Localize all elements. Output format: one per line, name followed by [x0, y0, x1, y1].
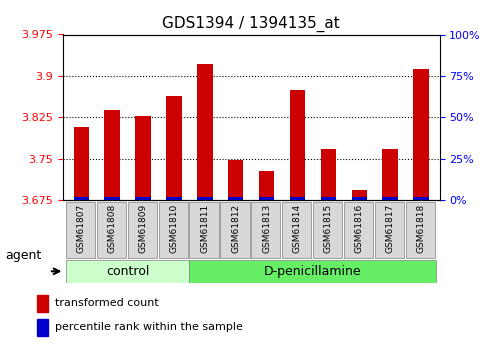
Text: percentile rank within the sample: percentile rank within the sample [55, 323, 243, 333]
FancyBboxPatch shape [66, 202, 95, 258]
Text: GSM61808: GSM61808 [108, 204, 117, 254]
Text: GSM61810: GSM61810 [170, 204, 178, 254]
Text: GSM61818: GSM61818 [416, 204, 426, 254]
Bar [383, 197, 398, 200]
Bar [413, 69, 429, 200]
Text: D-penicillamine: D-penicillamine [264, 265, 362, 278]
Text: GSM61814: GSM61814 [293, 204, 302, 253]
Bar [37, 295, 48, 312]
Bar [166, 96, 182, 200]
Bar [197, 197, 213, 200]
FancyBboxPatch shape [97, 202, 126, 258]
Text: GSM61811: GSM61811 [200, 204, 209, 254]
Bar [352, 190, 367, 200]
Bar [259, 171, 274, 200]
FancyBboxPatch shape [158, 202, 188, 258]
Text: GSM61809: GSM61809 [139, 204, 148, 254]
Bar [197, 64, 213, 200]
Bar [135, 116, 151, 200]
FancyBboxPatch shape [128, 202, 157, 258]
Bar [135, 197, 151, 200]
FancyBboxPatch shape [251, 202, 281, 258]
Bar [413, 197, 429, 200]
Bar [352, 197, 367, 200]
FancyBboxPatch shape [406, 202, 435, 258]
Text: agent: agent [5, 249, 41, 262]
FancyBboxPatch shape [375, 202, 404, 258]
FancyBboxPatch shape [344, 202, 373, 258]
Bar [104, 110, 120, 200]
Bar [321, 197, 336, 200]
Bar [73, 197, 89, 200]
Bar [228, 197, 243, 200]
Text: GSM61807: GSM61807 [77, 204, 86, 254]
FancyBboxPatch shape [66, 260, 189, 283]
Bar [73, 127, 89, 200]
Text: GSM61813: GSM61813 [262, 204, 271, 254]
Bar [259, 197, 274, 200]
Text: GSM61812: GSM61812 [231, 204, 240, 253]
Bar [166, 197, 182, 200]
Bar [104, 197, 120, 200]
FancyBboxPatch shape [282, 202, 312, 258]
Bar [321, 149, 336, 200]
Text: transformed count: transformed count [55, 298, 158, 308]
Text: control: control [106, 265, 149, 278]
FancyBboxPatch shape [220, 202, 250, 258]
Bar [228, 160, 243, 200]
Text: GSM61817: GSM61817 [385, 204, 395, 254]
FancyBboxPatch shape [313, 202, 342, 258]
Bar [383, 149, 398, 200]
FancyBboxPatch shape [189, 202, 219, 258]
Bar [290, 90, 305, 200]
FancyBboxPatch shape [189, 260, 437, 283]
Title: GDS1394 / 1394135_at: GDS1394 / 1394135_at [162, 16, 340, 32]
Bar [37, 319, 48, 336]
Bar [290, 197, 305, 200]
Text: GSM61815: GSM61815 [324, 204, 333, 254]
Text: GSM61816: GSM61816 [355, 204, 364, 254]
